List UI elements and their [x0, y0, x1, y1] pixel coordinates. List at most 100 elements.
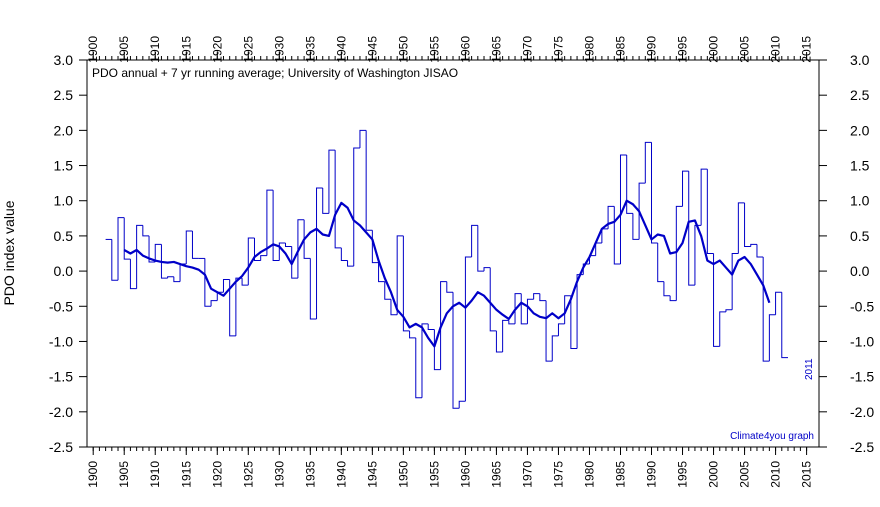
annual-step [539, 293, 547, 302]
x-tick-label-top: 2015 [800, 36, 814, 63]
x-tick-label-top: 1995 [676, 36, 690, 63]
annual-step [483, 267, 491, 272]
annual-step [229, 279, 236, 337]
x-tick-label: 2010 [769, 461, 783, 488]
annual-step [750, 243, 757, 247]
x-tick-label-top: 1945 [365, 36, 379, 63]
annual-step [644, 141, 652, 184]
annual-step [340, 247, 348, 262]
annual-step [123, 217, 131, 260]
y-tick-label-right: 1.5 [850, 158, 870, 174]
annual-step [582, 263, 590, 275]
y-tick-label: 0.0 [54, 263, 74, 279]
annual-step [688, 171, 695, 286]
annual-step [731, 253, 739, 310]
y-tick-label-right: -1.5 [850, 369, 874, 385]
y-tick-label-right: 0.0 [850, 263, 870, 279]
annual-step [762, 257, 770, 362]
x-tick-label: 1920 [210, 461, 224, 488]
x-tick-label: 1955 [427, 461, 441, 488]
annual-step [651, 142, 658, 244]
annual-step [241, 278, 249, 286]
annual-step [365, 130, 373, 231]
annual-step [440, 281, 447, 370]
annual-step [297, 219, 305, 279]
annual-step [514, 293, 522, 324]
x-tick-label: 1925 [241, 461, 255, 488]
annual-step [185, 230, 193, 265]
annual-step [396, 235, 404, 315]
y-tick-label: -1.5 [49, 369, 73, 385]
annual-step [756, 244, 764, 258]
y-tick-label: -2.0 [49, 404, 73, 420]
y-tick-label-right: 2.0 [850, 122, 870, 138]
annual-step [384, 281, 391, 300]
annual-step [533, 293, 540, 300]
x-tick-label-top: 1910 [148, 36, 162, 63]
x-tick-label-top: 1970 [520, 36, 534, 63]
x-tick-label-top: 1985 [613, 36, 627, 63]
y-tick-label: 0.5 [54, 228, 74, 244]
x-tick-label: 1915 [179, 461, 193, 488]
annual-step [713, 253, 720, 347]
annual-step [551, 335, 559, 362]
annual-step [353, 147, 360, 267]
x-tick-label-top: 2005 [738, 36, 752, 63]
x-tick-label-top: 1930 [272, 36, 286, 63]
annual-step [446, 281, 453, 293]
x-tick-label: 1940 [334, 461, 348, 488]
x-tick-label-top: 1975 [551, 36, 565, 63]
annual-step [570, 295, 578, 349]
annual-step [663, 281, 671, 297]
annual-step [129, 259, 137, 290]
x-tick-label: 1950 [396, 461, 410, 488]
annual-step [378, 262, 385, 283]
x-tick-label-top: 1900 [86, 36, 100, 63]
chart-title: PDO annual + 7 yr running average; Unive… [92, 66, 458, 80]
x-tick-label-top: 1935 [303, 36, 317, 63]
x-tick-label: 1930 [272, 461, 286, 488]
annual-step [291, 246, 298, 279]
annual-step [247, 237, 255, 286]
annual-step [421, 323, 429, 398]
x-tick-label-top: 1980 [582, 36, 596, 63]
annual-step [694, 224, 702, 286]
x-tick-label: 1990 [645, 461, 659, 488]
annual-step [682, 170, 689, 207]
y-tick-label: -2.5 [49, 439, 73, 455]
annual-step [607, 205, 615, 229]
x-tick-label: 1900 [86, 461, 100, 488]
x-tick-label-top: 1905 [117, 36, 131, 63]
annual-step [495, 330, 503, 353]
annual-step [502, 319, 509, 353]
annual-step [210, 300, 218, 307]
annual-step [737, 202, 745, 254]
credit: Climate4you graph [730, 431, 814, 442]
annual-step [557, 323, 565, 336]
x-tick-label: 1985 [613, 461, 627, 488]
y-tick-label-right: -1.0 [850, 333, 874, 349]
x-tick-label-top: 2000 [707, 36, 721, 63]
annual-step [458, 400, 466, 409]
annual-step [427, 323, 435, 330]
annual-step [508, 320, 516, 325]
annual-step [117, 217, 125, 281]
annual-step [619, 154, 627, 265]
annual-step [328, 149, 336, 214]
running-average [123, 199, 771, 348]
annual-step [477, 225, 485, 272]
annual-step [402, 235, 410, 332]
x-tick-label-top: 1925 [241, 36, 255, 63]
annual-step [657, 242, 664, 283]
annual-step [675, 205, 683, 301]
annual-step [222, 279, 230, 293]
annual-step [632, 213, 640, 240]
annual-step [309, 258, 317, 320]
x-tick-label: 1935 [303, 461, 317, 488]
x-tick-label: 1970 [520, 461, 534, 488]
annual-step [768, 314, 776, 362]
y-axis-label: PDO index value [1, 200, 17, 305]
annual-step [626, 154, 633, 214]
x-tick-label: 1960 [458, 461, 472, 488]
